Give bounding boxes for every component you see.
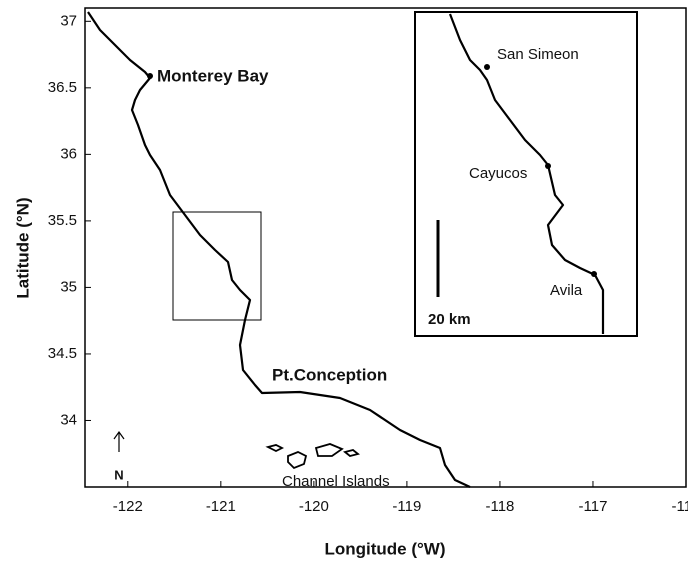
y-tick-label: 36.5 bbox=[48, 79, 77, 96]
site-point bbox=[591, 271, 597, 277]
y-tick-label: 35 bbox=[60, 278, 77, 295]
inset-extent-box bbox=[172, 211, 262, 321]
y-axis-label: Latitude (°N) bbox=[13, 197, 32, 298]
scale-bar-label: 20 km bbox=[428, 311, 471, 328]
x-tick-label: -122 bbox=[113, 498, 143, 515]
channel-islands bbox=[265, 443, 360, 470]
x-axis-label: Longitude (°W) bbox=[324, 539, 445, 558]
y-tick-label: 35.5 bbox=[48, 212, 77, 229]
site-point bbox=[545, 163, 551, 169]
x-tick-label: -121 bbox=[206, 498, 236, 515]
monterey-point bbox=[147, 73, 153, 79]
map-frame bbox=[84, 7, 687, 488]
north-arrow-head bbox=[113, 430, 125, 440]
y-tick-label: 36 bbox=[60, 145, 77, 162]
y-tick-label: 34.5 bbox=[48, 345, 77, 362]
inset-place-label: Cayucos bbox=[469, 165, 527, 182]
x-tick-label: -119 bbox=[392, 498, 421, 515]
inset-frame bbox=[414, 11, 638, 337]
x-tick-label: -120 bbox=[299, 498, 329, 515]
y-tick-label: 34 bbox=[60, 411, 77, 428]
x-tick-label: -118 bbox=[485, 498, 514, 515]
place-label: Monterey Bay bbox=[157, 66, 269, 85]
y-tick-label: 37 bbox=[60, 12, 77, 29]
north-label: N bbox=[114, 467, 123, 482]
x-tick-label: -117 bbox=[579, 498, 608, 515]
coastline bbox=[87, 11, 471, 488]
x-tick-label: -116 bbox=[672, 498, 688, 515]
inset-place-label: San Simeon bbox=[497, 46, 579, 63]
place-label: Pt.Conception bbox=[272, 365, 387, 384]
site-point bbox=[484, 64, 490, 70]
place-label: Channel Islands bbox=[282, 473, 390, 490]
inset-place-label: Avila bbox=[550, 282, 583, 299]
